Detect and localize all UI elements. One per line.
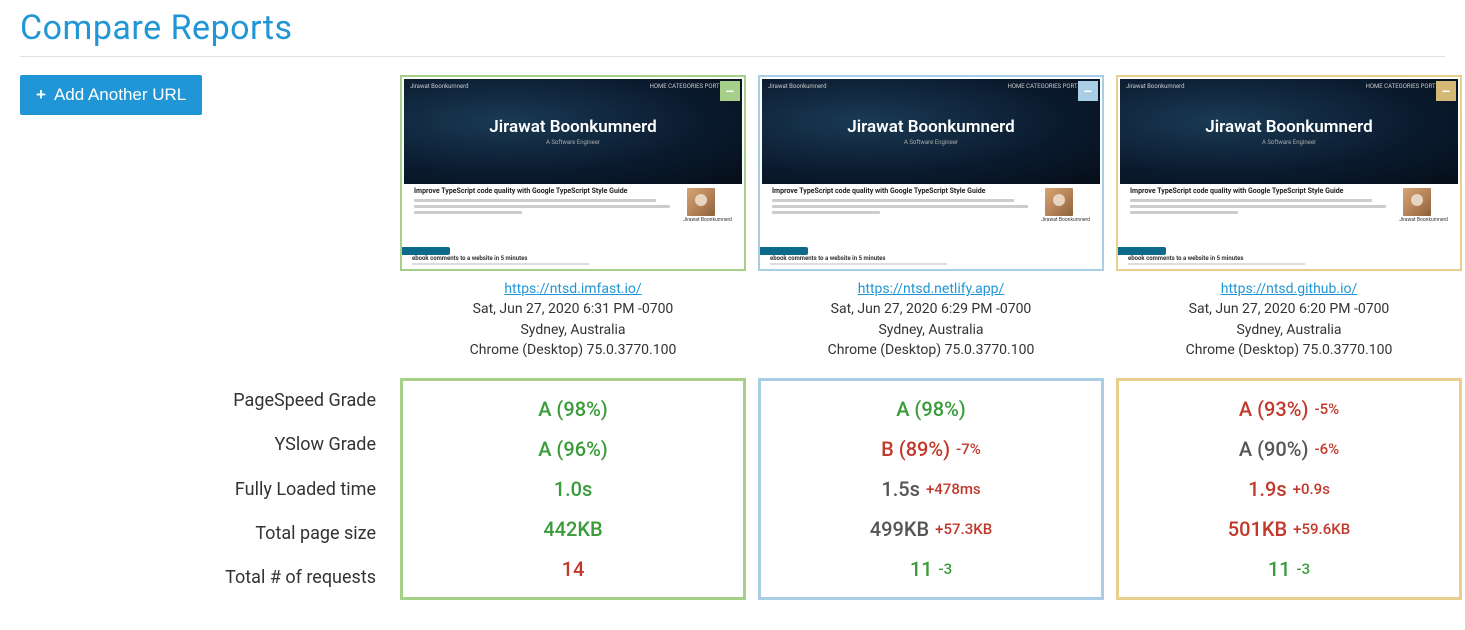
metric-value: A (98%)	[403, 389, 743, 429]
report-timestamp: Sat, Jun 27, 2020 6:29 PM -0700	[831, 301, 1032, 317]
collapse-button[interactable]: −	[1078, 81, 1098, 101]
thumb-hero-title: Jirawat Boonkumnerd	[1205, 117, 1372, 137]
metric-card: A (93%)-5%A (90%)-6%1.9s+0.9s501KB+59.6K…	[1116, 378, 1462, 600]
report-location: Sydney, Australia	[878, 322, 983, 338]
report-thumbnail[interactable]: Jirawat BoonkumnerdHOME CATEGORIES PORTF…	[1116, 75, 1462, 271]
add-another-url-button[interactable]: + Add Another URL	[20, 75, 202, 115]
report-location: Sydney, Australia	[1236, 322, 1341, 338]
metric-value: B (89%)-7%	[761, 429, 1101, 469]
metric-value: A (93%)-5%	[1119, 389, 1459, 429]
metric-value: 1.9s+0.9s	[1119, 469, 1459, 509]
report-meta: https://ntsd.netlify.app/ Sat, Jun 27, 2…	[758, 279, 1104, 360]
page-title: Compare Reports	[20, 8, 1445, 48]
metric-value: 501KB+59.6KB	[1119, 509, 1459, 549]
metric-value: 1.0s	[403, 469, 743, 509]
metric-value: 499KB+57.3KB	[761, 509, 1101, 549]
report-timestamp: Sat, Jun 27, 2020 6:20 PM -0700	[1189, 301, 1390, 317]
metric-value: 1.5s+478ms	[761, 469, 1101, 509]
metric-card: A (98%)A (96%)1.0s442KB14	[400, 378, 746, 600]
metric-value: A (90%)-6%	[1119, 429, 1459, 469]
collapse-button[interactable]: −	[1436, 81, 1456, 101]
metric-cards-row: A (98%)A (96%)1.0s442KB14A (98%)B (89%)-…	[400, 378, 1462, 600]
report-browser: Chrome (Desktop) 75.0.3770.100	[1186, 342, 1393, 358]
metrics-row: PageSpeed Grade YSlow GradeFully Loaded t…	[20, 378, 1445, 600]
metric-label: PageSpeed Grade	[233, 380, 376, 420]
report-url-link[interactable]: https://ntsd.github.io/	[1221, 281, 1358, 297]
report-card: Jirawat BoonkumnerdHOME CATEGORIES PORTF…	[1116, 75, 1462, 360]
thumb-hero-sub: A Software Engineer	[1262, 139, 1316, 146]
report-card: Jirawat BoonkumnerdHOME CATEGORIES PORTF…	[400, 75, 746, 360]
report-url-link[interactable]: https://ntsd.netlify.app/	[858, 281, 1005, 297]
report-timestamp: Sat, Jun 27, 2020 6:31 PM -0700	[473, 301, 674, 317]
metric-value: 11-3	[1119, 549, 1459, 589]
thumb-hero-sub: A Software Engineer	[904, 139, 958, 146]
report-browser: Chrome (Desktop) 75.0.3770.100	[470, 342, 677, 358]
thumb-hero-sub: A Software Engineer	[546, 139, 600, 146]
report-meta: https://ntsd.imfast.io/ Sat, Jun 27, 202…	[400, 279, 746, 360]
collapse-button[interactable]: −	[720, 81, 740, 101]
metric-label: Fully Loaded time	[235, 469, 376, 509]
report-thumbnail[interactable]: Jirawat BoonkumnerdHOME CATEGORIES PORTF…	[400, 75, 746, 271]
report-meta: https://ntsd.github.io/ Sat, Jun 27, 202…	[1116, 279, 1462, 360]
report-card: Jirawat BoonkumnerdHOME CATEGORIES PORTF…	[758, 75, 1104, 360]
report-location: Sydney, Australia	[520, 322, 625, 338]
metric-label: YSlow Grade	[275, 425, 377, 465]
add-button-label: Add Another URL	[54, 85, 186, 105]
plus-icon: +	[36, 85, 46, 105]
metric-labels-column: PageSpeed Grade YSlow GradeFully Loaded t…	[20, 378, 400, 600]
top-row: + Add Another URL Jirawat BoonkumnerdHOM…	[20, 75, 1445, 360]
metric-value: 14	[403, 549, 743, 589]
metric-value: A (98%)	[761, 389, 1101, 429]
metric-card: A (98%)B (89%)-7%1.5s+478ms499KB+57.3KB1…	[758, 378, 1104, 600]
metric-label: Total # of requests	[225, 558, 376, 598]
metric-value: 442KB	[403, 509, 743, 549]
report-cards: Jirawat BoonkumnerdHOME CATEGORIES PORTF…	[400, 75, 1462, 360]
thumb-hero-title: Jirawat Boonkumnerd	[489, 117, 656, 137]
metric-value: A (96%)	[403, 429, 743, 469]
left-column: + Add Another URL	[20, 75, 400, 115]
divider	[20, 56, 1445, 57]
metric-label: Total page size	[255, 514, 376, 554]
metric-value: 11-3	[761, 549, 1101, 589]
report-thumbnail[interactable]: Jirawat BoonkumnerdHOME CATEGORIES PORTF…	[758, 75, 1104, 271]
report-browser: Chrome (Desktop) 75.0.3770.100	[828, 342, 1035, 358]
report-url-link[interactable]: https://ntsd.imfast.io/	[504, 281, 641, 297]
thumb-hero-title: Jirawat Boonkumnerd	[847, 117, 1014, 137]
